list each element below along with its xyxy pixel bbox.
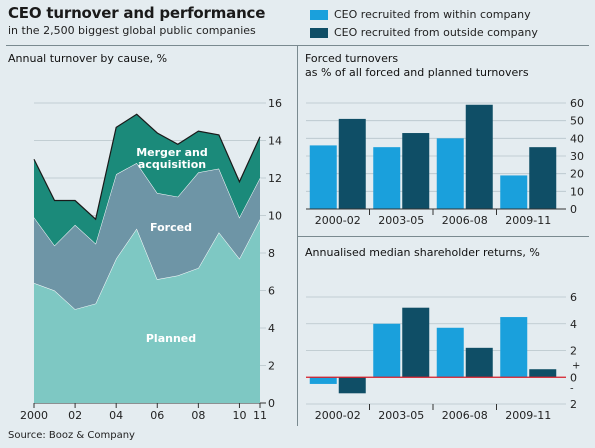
y-tick-label: 6	[268, 285, 275, 298]
bar-outside	[338, 118, 366, 209]
y-tick-label: 2	[570, 345, 577, 358]
panel-divider-vertical	[297, 46, 298, 426]
y-tick-label: 60	[570, 97, 584, 110]
y-tick-label: 12	[268, 172, 282, 185]
x-category-label: 2000-02	[315, 214, 361, 227]
bar-outside	[529, 369, 557, 378]
area-label-merger: Merger and	[136, 146, 208, 159]
y-tick-label: 20	[570, 168, 584, 181]
x-tick-label: 2000	[20, 409, 48, 422]
header-divider	[6, 45, 589, 46]
x-category-label: 2009-11	[505, 214, 551, 227]
x-tick-label: 08	[191, 409, 205, 422]
x-tick-label: 04	[109, 409, 123, 422]
bar-within	[500, 175, 528, 209]
bar-within	[309, 377, 337, 384]
area-forced	[34, 163, 260, 310]
chart-title: CEO turnover and performance	[8, 4, 266, 22]
chart-subtitle: in the 2,500 biggest global public compa…	[8, 24, 256, 37]
y-tick-label: 0	[570, 371, 577, 384]
y-tick-label: 0	[570, 203, 577, 216]
y-tick-label: 16	[268, 97, 282, 110]
legend-item-outside: CEO recruited from outside company	[310, 26, 538, 39]
y-tick-label: 2	[268, 360, 275, 373]
x-category-label: 2006-08	[442, 409, 488, 422]
bar-within	[500, 317, 528, 378]
x-category-label: 2003-05	[378, 409, 424, 422]
x-tick-label: 02	[68, 409, 82, 422]
source-note: Source: Booz & Company	[8, 430, 135, 441]
x-category-label: 2009-11	[505, 409, 551, 422]
y-tick-label: 4	[268, 322, 275, 335]
positive-sign: +	[572, 360, 580, 371]
returns-panel-title: Annualised median shareholder returns, %	[305, 246, 540, 259]
bar-within	[373, 323, 401, 378]
y-tick-label: 10	[268, 210, 282, 223]
x-category-label: 2006-08	[442, 214, 488, 227]
bar-outside	[338, 377, 366, 394]
legend-swatch-within	[310, 9, 328, 20]
y-tick-label: 6	[570, 291, 577, 304]
bar-within	[436, 327, 464, 378]
area-merger-edge	[33, 113, 261, 221]
x-tick-label: 10	[232, 409, 246, 422]
negative-sign: -	[570, 383, 574, 394]
y-tick-label: 4	[570, 318, 577, 331]
forced-panel-subtitle: as % of all forced and planned turnovers	[305, 66, 529, 79]
y-tick-label: 40	[570, 132, 584, 145]
y-tick-label: 2	[570, 398, 577, 411]
legend-label-within: CEO recruited from within company	[334, 8, 531, 21]
bar-outside	[529, 147, 557, 209]
y-tick-label: 0	[268, 397, 275, 410]
bar-outside	[402, 307, 430, 378]
legend-label-outside: CEO recruited from outside company	[334, 26, 538, 39]
y-tick-label: 30	[570, 150, 584, 163]
area-label-planned: Planned	[146, 332, 196, 345]
area-planned	[34, 219, 260, 403]
y-tick-label: 14	[268, 135, 282, 148]
bar-within	[436, 138, 464, 209]
y-tick-label: 8	[268, 247, 275, 260]
turnover-panel-title: Annual turnover by cause, %	[8, 52, 168, 65]
x-tick-label: 06	[150, 409, 164, 422]
bar-within	[309, 145, 337, 209]
bar-outside	[465, 104, 493, 209]
panel-divider-horizontal	[298, 236, 589, 237]
x-tick-label: 11	[253, 409, 267, 422]
bar-outside	[402, 133, 430, 209]
area-merger	[34, 114, 260, 246]
x-category-label: 2000-02	[315, 409, 361, 422]
bar-within	[373, 147, 401, 209]
legend-swatch-outside	[310, 27, 328, 38]
x-category-label: 2003-05	[378, 214, 424, 227]
area-label-forced: Forced	[150, 221, 192, 234]
area-label-acquisition: acquisition	[138, 158, 206, 171]
bar-outside	[465, 347, 493, 378]
forced-panel-title: Forced turnovers	[305, 52, 399, 65]
y-tick-label: 10	[570, 185, 584, 198]
legend-item-within: CEO recruited from within company	[310, 8, 531, 21]
y-tick-label: 50	[570, 115, 584, 128]
